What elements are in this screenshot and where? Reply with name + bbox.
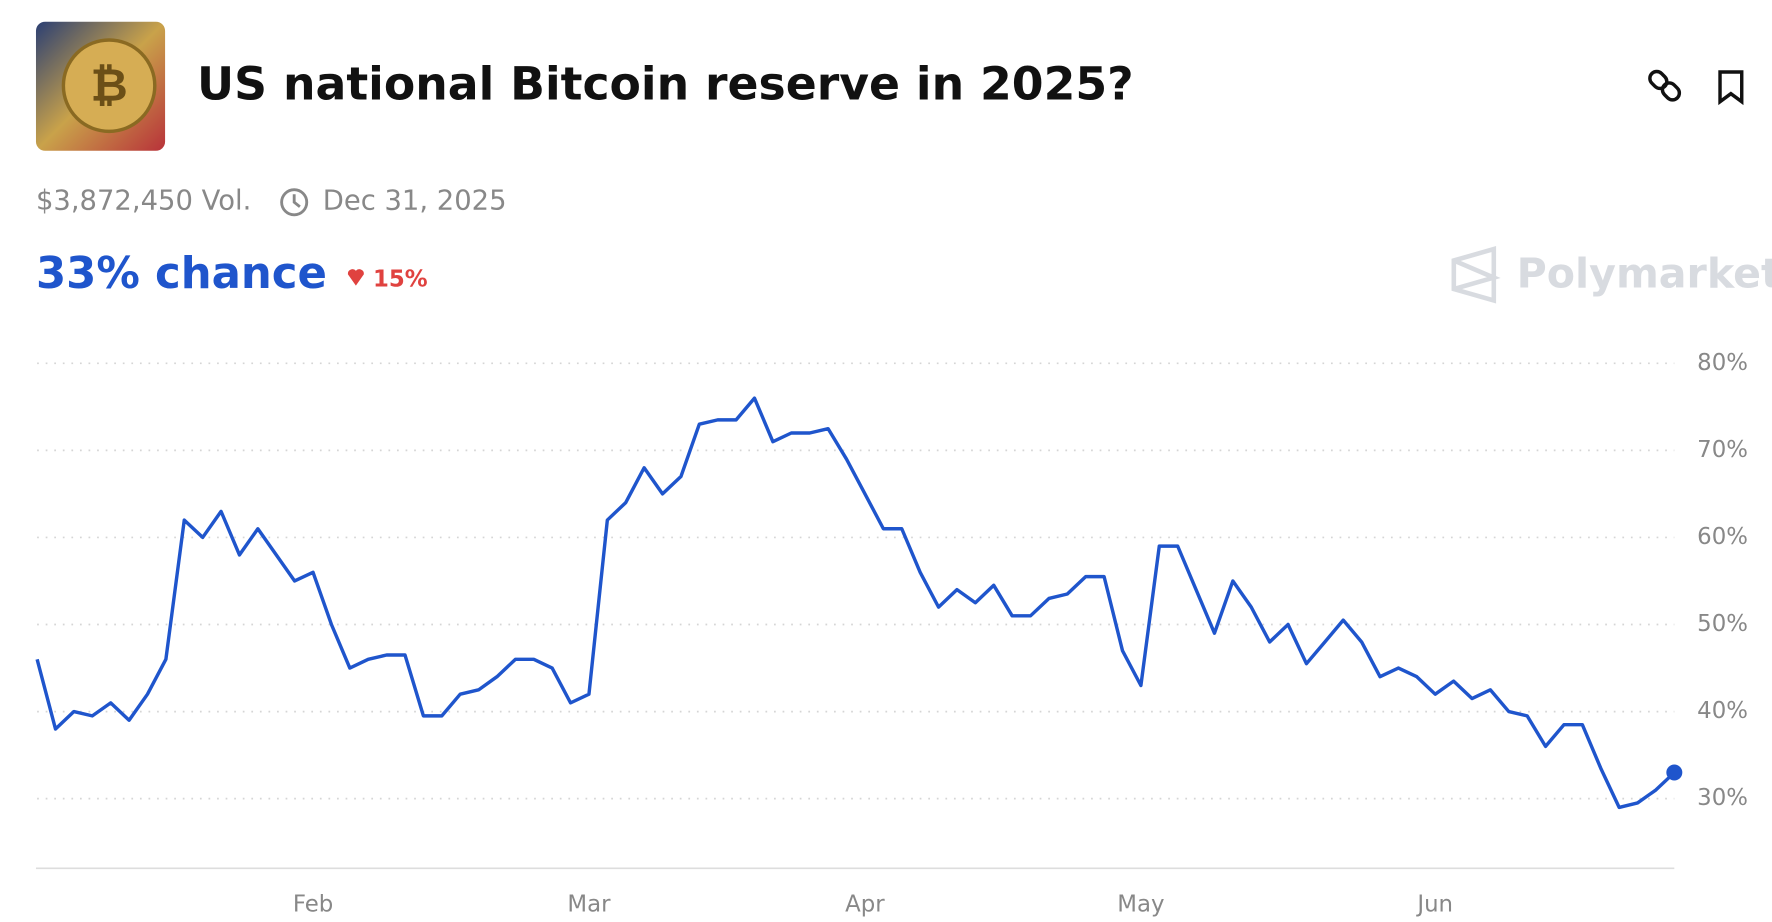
y-tick-label: 60% — [1697, 524, 1748, 550]
y-tick-label: 80% — [1697, 350, 1748, 376]
x-tick-label: Mar — [567, 891, 611, 917]
brand: Polymarket — [1517, 249, 1772, 297]
down-icon — [347, 269, 364, 286]
market-image: ₿ — [35, 21, 166, 151]
end-date: Dec 31, 2025 — [323, 186, 507, 217]
bookmark-button[interactable] — [1718, 70, 1744, 106]
svg-text:₿: ₿ — [90, 58, 127, 111]
x-tick-label: Feb — [293, 891, 333, 917]
chance: 33% chance — [36, 249, 327, 299]
y-tick-label: 40% — [1697, 698, 1748, 724]
price-line — [35, 396, 1676, 810]
clock-icon — [280, 188, 309, 217]
y-tick-label: 70% — [1697, 437, 1748, 463]
x-tick-label: May — [1117, 891, 1164, 917]
x-tick-label: Jun — [1415, 891, 1453, 917]
volume: $3,872,450 Vol. — [36, 186, 251, 217]
copy-link-button[interactable] — [1647, 69, 1682, 103]
change: 15% — [373, 266, 428, 292]
y-tick-label: 30% — [1697, 785, 1748, 811]
market-title: US national Bitcoin reserve in 2025? — [197, 57, 1134, 110]
x-tick-label: Apr — [845, 891, 885, 917]
brand-logo — [1451, 246, 1501, 304]
last-point — [1666, 764, 1683, 781]
y-tick-label: 50% — [1697, 611, 1748, 637]
